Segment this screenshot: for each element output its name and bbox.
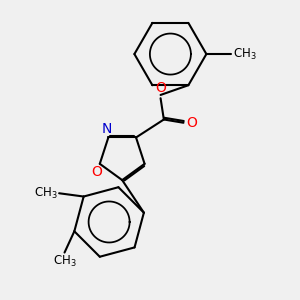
Text: CH$_3$: CH$_3$ — [53, 254, 76, 269]
Text: CH$_3$: CH$_3$ — [34, 186, 58, 201]
Text: O: O — [186, 116, 197, 130]
Text: O: O — [91, 166, 102, 179]
Text: O: O — [155, 81, 166, 95]
Text: N: N — [101, 122, 112, 136]
Text: CH$_3$: CH$_3$ — [232, 46, 256, 62]
